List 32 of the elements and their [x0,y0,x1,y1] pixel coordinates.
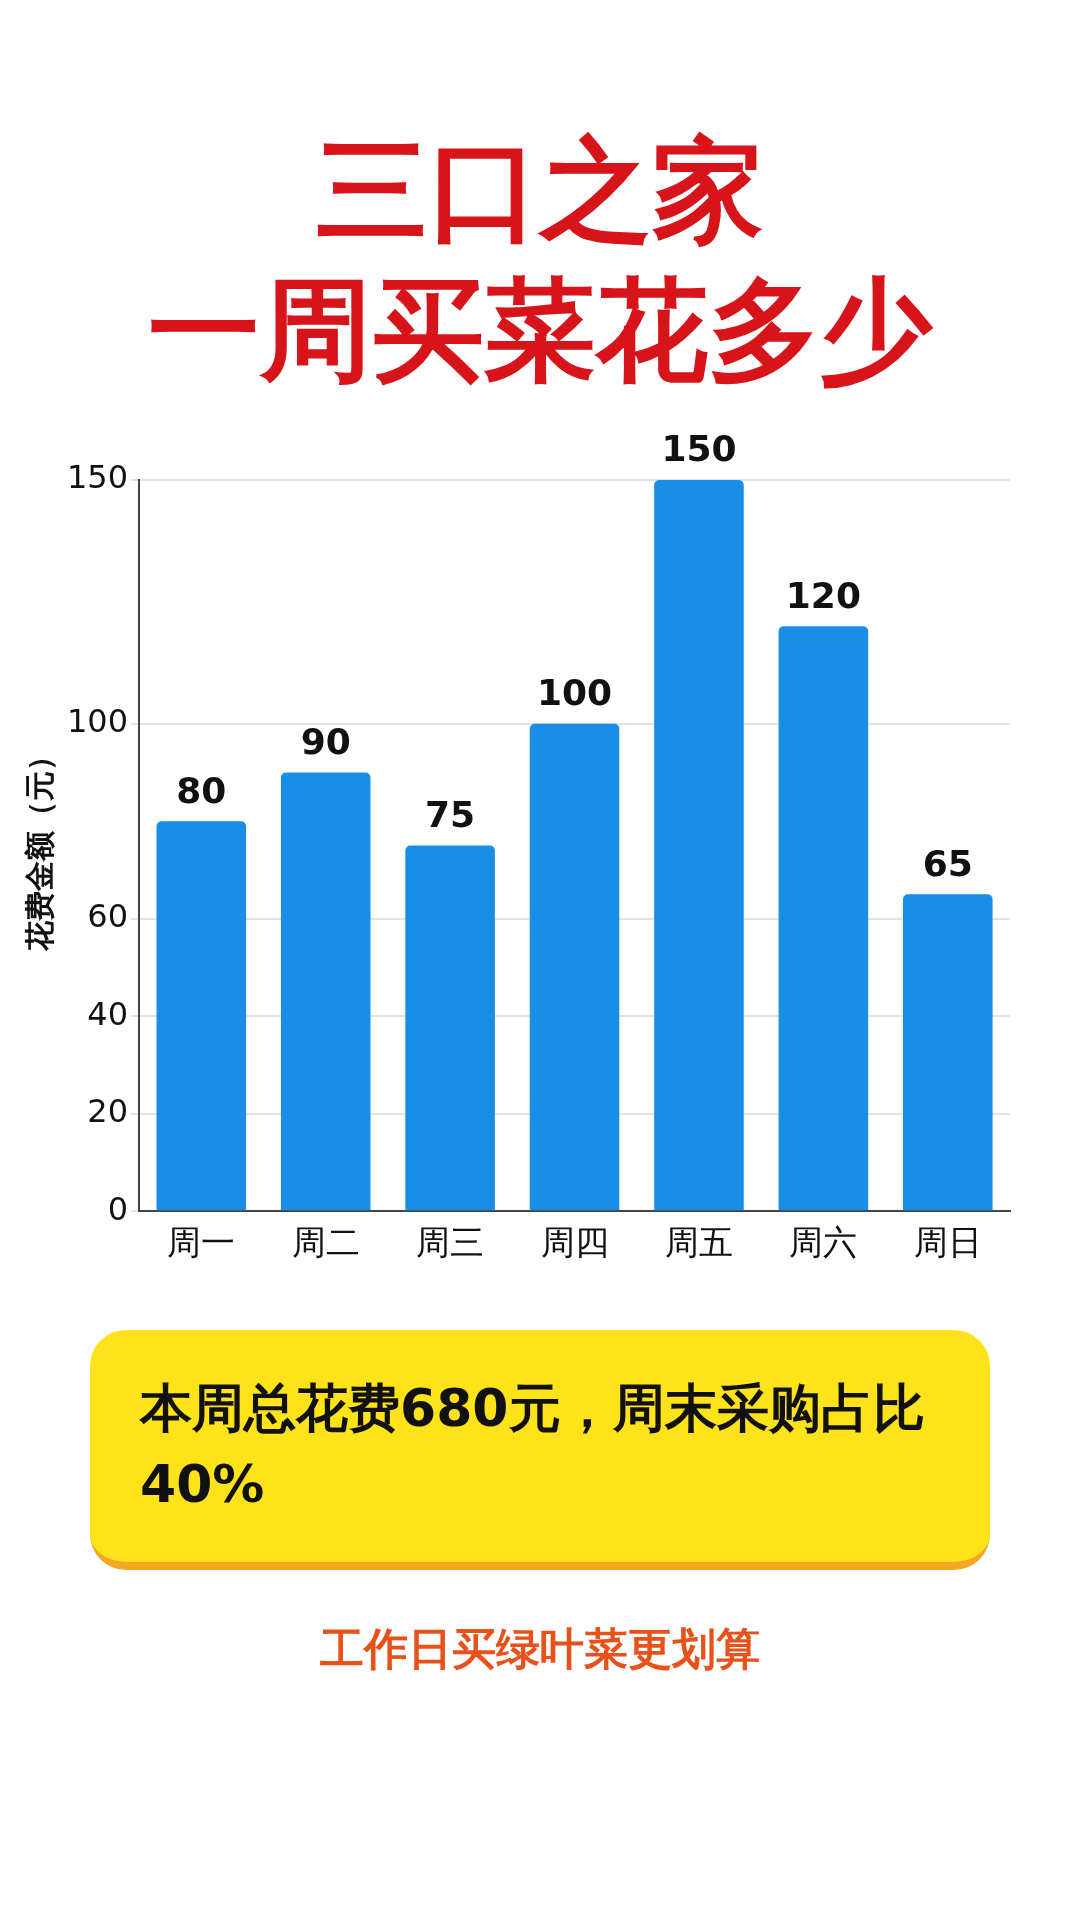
data-label: 150 [661,428,737,470]
x-tick-label: 周二 [291,1222,360,1263]
chart-subtitle: 一周买菜花多少 [147,264,934,397]
x-tick-label: 周五 [664,1222,733,1263]
bar [778,626,869,1211]
y-tick-label: 100 [67,702,129,741]
chart-title: 三口之家 [315,124,765,257]
x-tick-label: 周日 [913,1222,982,1263]
bar [654,480,744,1211]
text: 工作日买绿叶菜更划算 [319,1622,761,1676]
x-tick-label: 周一 [167,1222,236,1263]
y-tick-label: 40 [87,994,129,1033]
data-label: 80 [176,769,227,811]
data-label: 75 [425,793,476,835]
y-axis-title: 花费金额（元） [21,740,57,952]
data-label: 65 [922,842,973,884]
bar [903,894,993,1211]
bar [405,845,495,1211]
bar [529,723,620,1211]
x-tick-label: 周三 [416,1222,485,1263]
y-tick-label: 0 [107,1189,129,1228]
data-label: 90 [300,720,351,762]
data-label: 120 [785,574,861,616]
bar [156,821,247,1211]
x-tick-label: 周四 [540,1222,609,1263]
x-tick-label: 周六 [789,1222,858,1263]
text: 本周总花费680元，周末采购占比40% [90,1330,990,1570]
y-tick-label: 150 [67,458,129,497]
bar [280,772,371,1211]
data-label: 100 [536,672,613,714]
y-tick-label: 60 [87,897,129,936]
y-tick-label: 20 [87,1092,129,1131]
